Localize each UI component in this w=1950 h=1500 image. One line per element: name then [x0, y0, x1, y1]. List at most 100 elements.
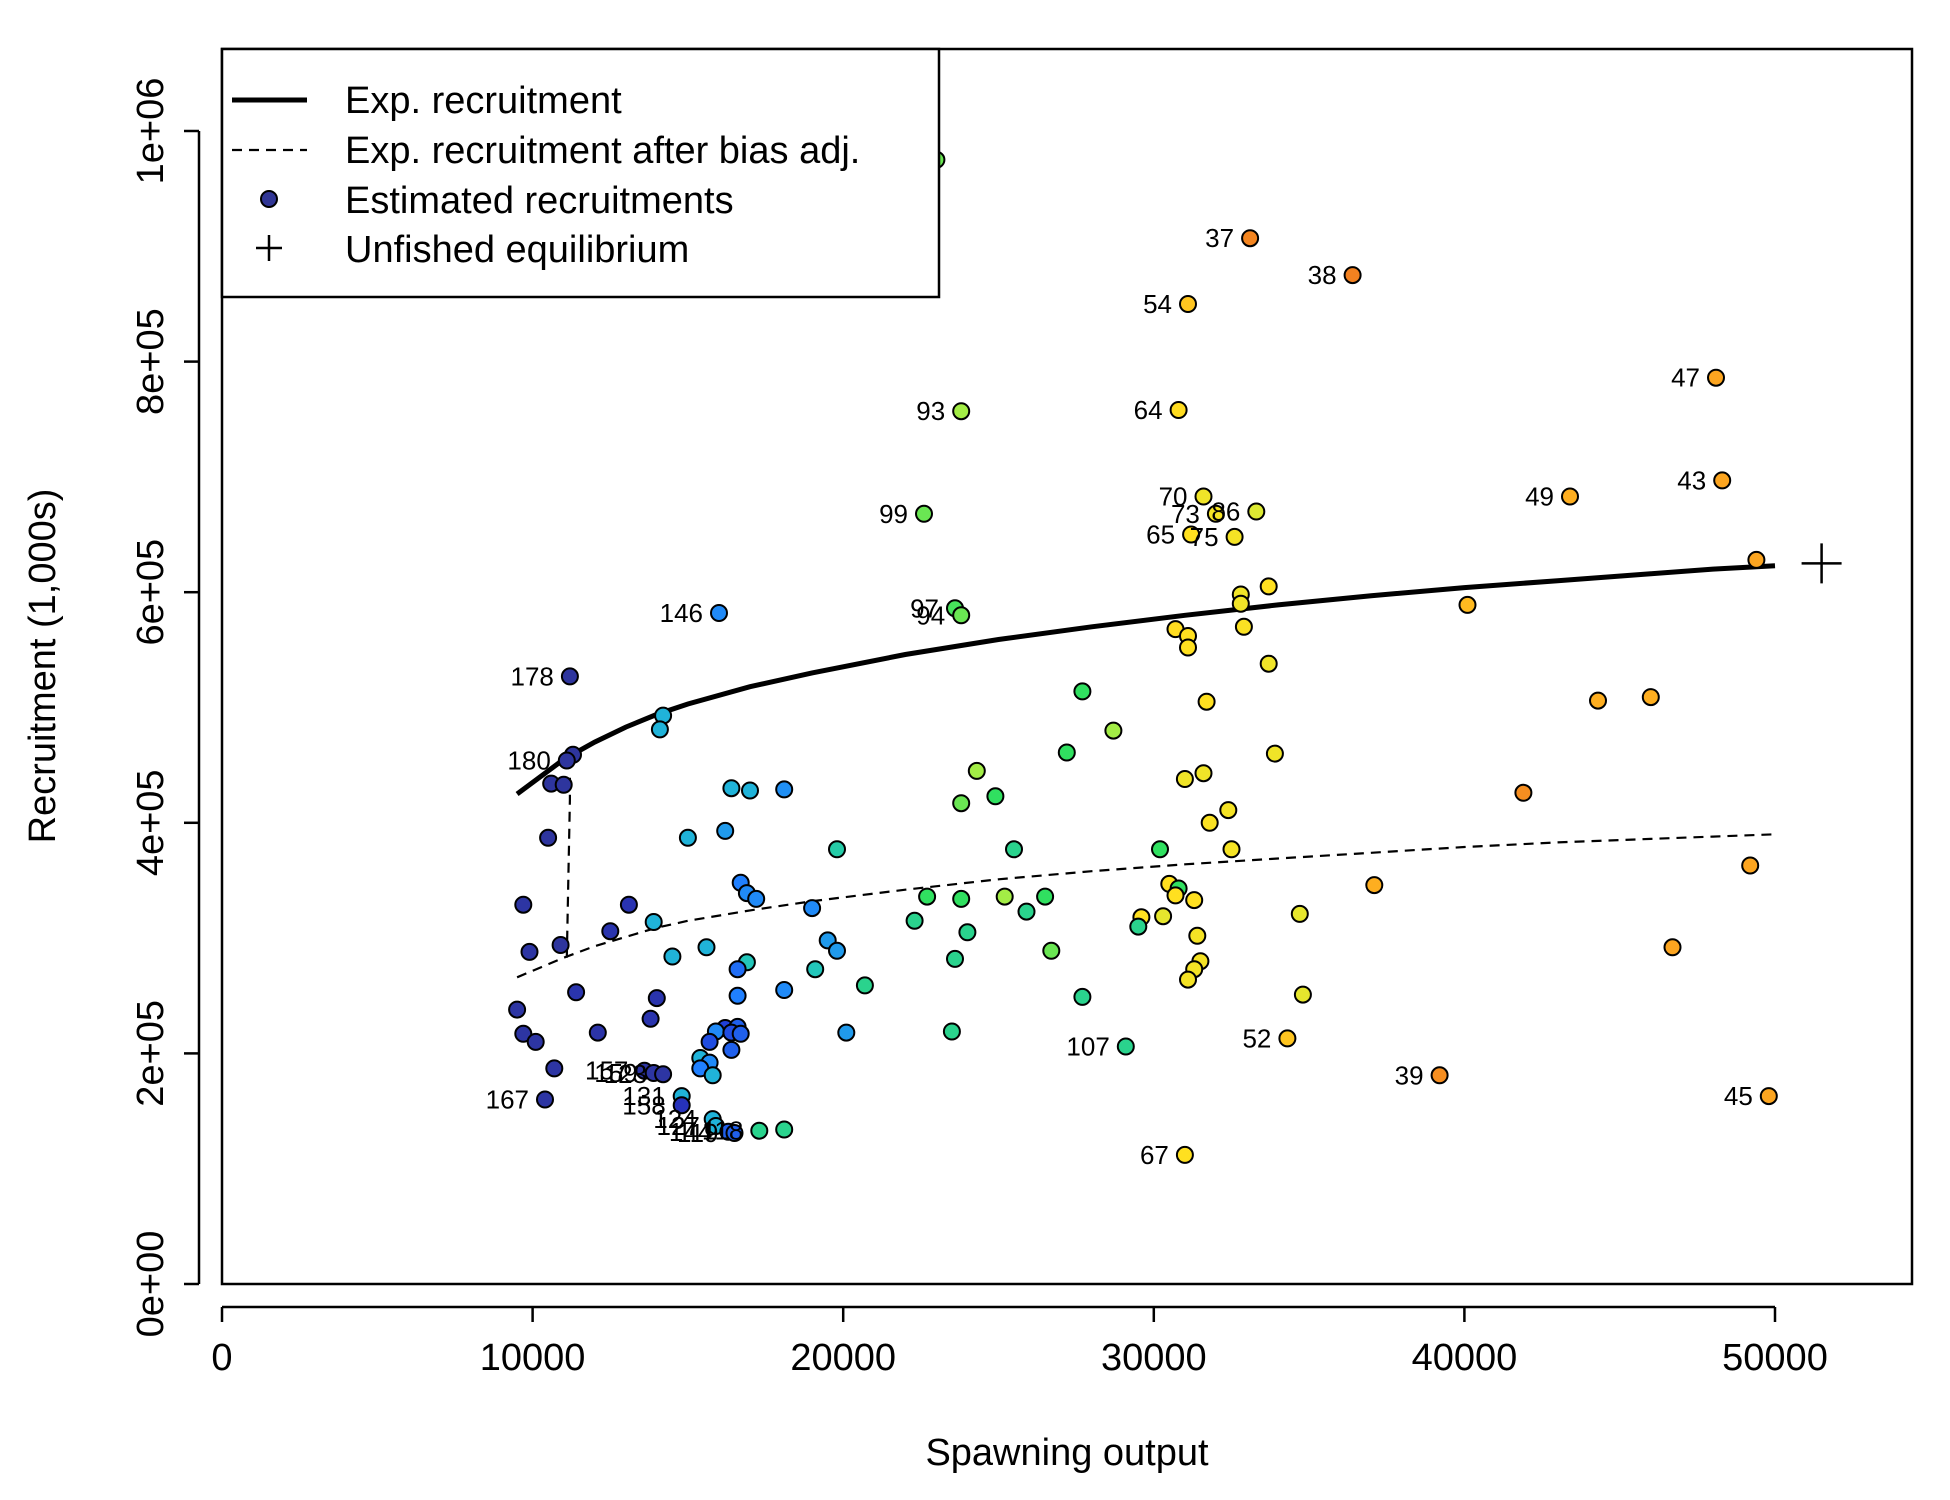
- data-point: [514, 895, 533, 914]
- data-point: [554, 775, 573, 794]
- data-point: [952, 402, 971, 421]
- data-point: [946, 949, 964, 968]
- point-label: 65: [1146, 520, 1175, 550]
- data-point: [1005, 840, 1023, 859]
- point-label: 123: [604, 1059, 647, 1089]
- legend-label-estimated-recruitments: Estimated recruitments: [345, 180, 734, 222]
- point-label: 180: [507, 746, 550, 776]
- data-point: [545, 1059, 564, 1078]
- data-point: [1713, 471, 1732, 490]
- y-tick-label: 2e+05: [130, 1000, 172, 1107]
- data-point: [1179, 970, 1197, 989]
- point-label: 167: [486, 1085, 529, 1115]
- data-point: [1206, 504, 1225, 523]
- point-label: 75: [1190, 522, 1219, 552]
- x-tick-label: 10000: [480, 1337, 586, 1379]
- data-point: [728, 986, 747, 1005]
- data-point: [905, 911, 924, 930]
- data-point: [725, 1124, 744, 1142]
- data-point: [1104, 721, 1123, 740]
- data-point: [1194, 764, 1213, 783]
- data-point: [942, 1022, 961, 1041]
- data-point: [1151, 840, 1169, 859]
- point-label: 39: [1395, 1060, 1424, 1090]
- legend: Exp. recruitment Exp. recruitment after …: [220, 47, 941, 299]
- point-label: 178: [511, 661, 554, 691]
- data-point: [1514, 783, 1533, 802]
- data-point: [1179, 295, 1197, 313]
- data-point: [1741, 856, 1760, 875]
- data-point: [1234, 617, 1253, 636]
- data-point: [775, 1120, 794, 1139]
- data-point: [828, 941, 846, 960]
- point-label: 67: [1140, 1140, 1169, 1170]
- data-point: [1231, 594, 1250, 613]
- data-point: [986, 787, 1005, 806]
- point-label: 118: [702, 1116, 743, 1146]
- data-point: [703, 1066, 722, 1085]
- legend-label-unfished-equilibrium: Unfished equilibrium: [345, 229, 689, 271]
- x-axis-title: Spawning output: [925, 1432, 1209, 1474]
- data-point: [1222, 840, 1241, 859]
- data-point: [747, 889, 766, 908]
- data-point: [1073, 987, 1092, 1006]
- data-point: [1278, 1029, 1297, 1048]
- point-label: 47: [1671, 363, 1700, 393]
- y-axis-title: Recruitment (1,000s): [22, 489, 64, 844]
- data-points: [508, 150, 1778, 1164]
- data-point: [731, 1024, 750, 1043]
- data-point: [806, 960, 825, 979]
- data-point: [1293, 985, 1312, 1004]
- data-point: [654, 1065, 673, 1084]
- data-point: [1561, 487, 1579, 506]
- point-label: 49: [1525, 482, 1554, 512]
- y-tick-label: 8e+05: [130, 308, 172, 415]
- data-point: [1129, 917, 1148, 936]
- data-point: [1154, 907, 1173, 926]
- point-label: 99: [879, 499, 908, 529]
- legend-box: [220, 47, 941, 299]
- point-label: 146: [660, 598, 703, 628]
- data-point: [700, 1032, 719, 1051]
- point-label: 86: [1211, 497, 1240, 527]
- data-point: [539, 828, 558, 847]
- data-point: [644, 913, 663, 931]
- data-point: [915, 504, 933, 523]
- data-point: [647, 989, 666, 1008]
- point-label: 157: [585, 1056, 628, 1086]
- data-point: [952, 794, 971, 813]
- point-labels: 9137385447936443497099738665751469794178…: [486, 145, 1753, 1170]
- data-point: [697, 938, 716, 957]
- data-point: [716, 821, 735, 840]
- x-tick-label: 40000: [1412, 1337, 1518, 1379]
- data-point: [678, 828, 697, 847]
- legend-plus-icon: [256, 235, 282, 261]
- data-point: [1458, 595, 1477, 614]
- data-point: [1017, 902, 1036, 921]
- data-point: [995, 887, 1014, 906]
- data-point: [672, 1096, 691, 1115]
- data-point: [1175, 770, 1194, 788]
- unfished-equilibrium-marker: [1801, 543, 1842, 584]
- data-point: [967, 761, 986, 780]
- legend-dot-icon: [260, 190, 278, 208]
- data-point: [1759, 1087, 1778, 1106]
- point-label: 93: [916, 396, 945, 426]
- point-label: 45: [1724, 1081, 1753, 1111]
- data-point: [1036, 887, 1055, 906]
- curve-0: [515, 563, 1776, 797]
- data-point: [557, 751, 576, 770]
- data-point: [1182, 525, 1201, 544]
- data-point: [1265, 744, 1284, 763]
- data-point: [1259, 654, 1278, 673]
- data-point: [508, 1000, 527, 1019]
- point-label: 37: [1205, 223, 1234, 253]
- data-point: [1116, 1037, 1135, 1056]
- point-label: 54: [1143, 289, 1172, 319]
- data-point: [1225, 527, 1244, 546]
- data-point: [1175, 1145, 1194, 1164]
- data-point: [1073, 682, 1092, 701]
- y-tick-label: 4e+05: [130, 769, 172, 876]
- point-label: 94: [916, 600, 945, 630]
